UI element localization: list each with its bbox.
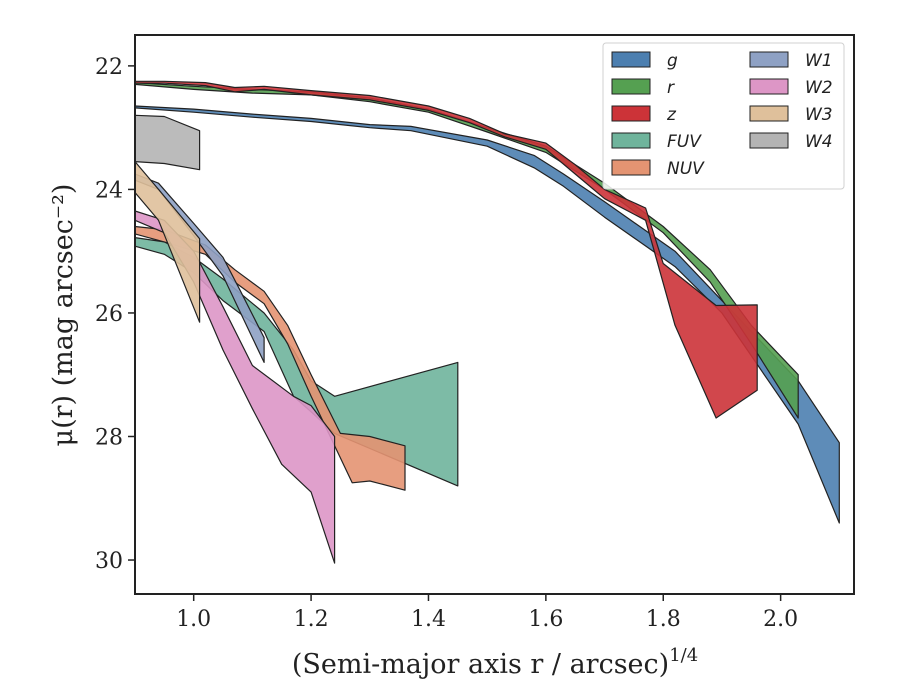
legend-label-w4: W4: [805, 132, 833, 152]
band-w4: [134, 114, 201, 171]
y-tick-label: 24: [95, 178, 123, 203]
y-tick-label: 22: [95, 55, 123, 80]
legend-label-w3: W3: [805, 105, 833, 125]
legend-swatch-r: [611, 78, 651, 95]
x-tick-label: 1.4: [411, 607, 446, 632]
legend-label-z: z: [666, 105, 677, 125]
legend-swatch-w4: [749, 132, 789, 149]
legend-label-nuv: NUV: [667, 159, 705, 179]
x-axis-label-exponent: 1/4: [669, 645, 698, 666]
legend-swatch-w1: [749, 51, 789, 68]
band-nuv: [134, 225, 406, 491]
x-tick-label: 1.2: [294, 607, 329, 632]
legend-swatch-g: [611, 51, 651, 68]
x-tick-label: 1.6: [528, 607, 563, 632]
legend-label-r: r: [667, 78, 675, 98]
y-axis-label: μ(r) (mag arcsec⁻²): [48, 184, 79, 447]
x-axis: 1.0 1.2 1.4 1.6 1.8 2.0: [176, 594, 798, 632]
legend-swatch-fuv: [611, 132, 651, 149]
x-tick-label: 2.0: [763, 607, 798, 632]
legend-label-w1: W1: [805, 51, 833, 71]
legend: grz FUV NUV W1 W2 W3 W4: [602, 42, 845, 190]
legend-swatch-w3: [749, 105, 789, 122]
band-z: [134, 80, 758, 419]
plot-frame: [134, 34, 855, 595]
legend-swatch-w2: [749, 78, 789, 95]
legend-swatch-z: [611, 105, 651, 122]
x-axis-label: (Semi-major axis r / arcsec)1/4: [292, 645, 698, 680]
y-axis: 22 24 26 28 30: [95, 55, 135, 574]
x-axis-label-main: (Semi-major axis r / arcsec): [292, 649, 669, 680]
y-tick-label: 30: [95, 549, 123, 574]
legend-label-fuv: FUV: [667, 132, 702, 152]
legend-label-g: g: [667, 51, 678, 71]
x-tick-label: 1.0: [176, 607, 211, 632]
y-tick-label: 26: [95, 302, 123, 327]
legend-label-w2: W2: [805, 78, 833, 98]
legend-swatch-nuv: [611, 159, 651, 176]
y-tick-label: 28: [95, 425, 123, 450]
band-g: [134, 105, 840, 524]
x-tick-label: 1.8: [646, 607, 681, 632]
